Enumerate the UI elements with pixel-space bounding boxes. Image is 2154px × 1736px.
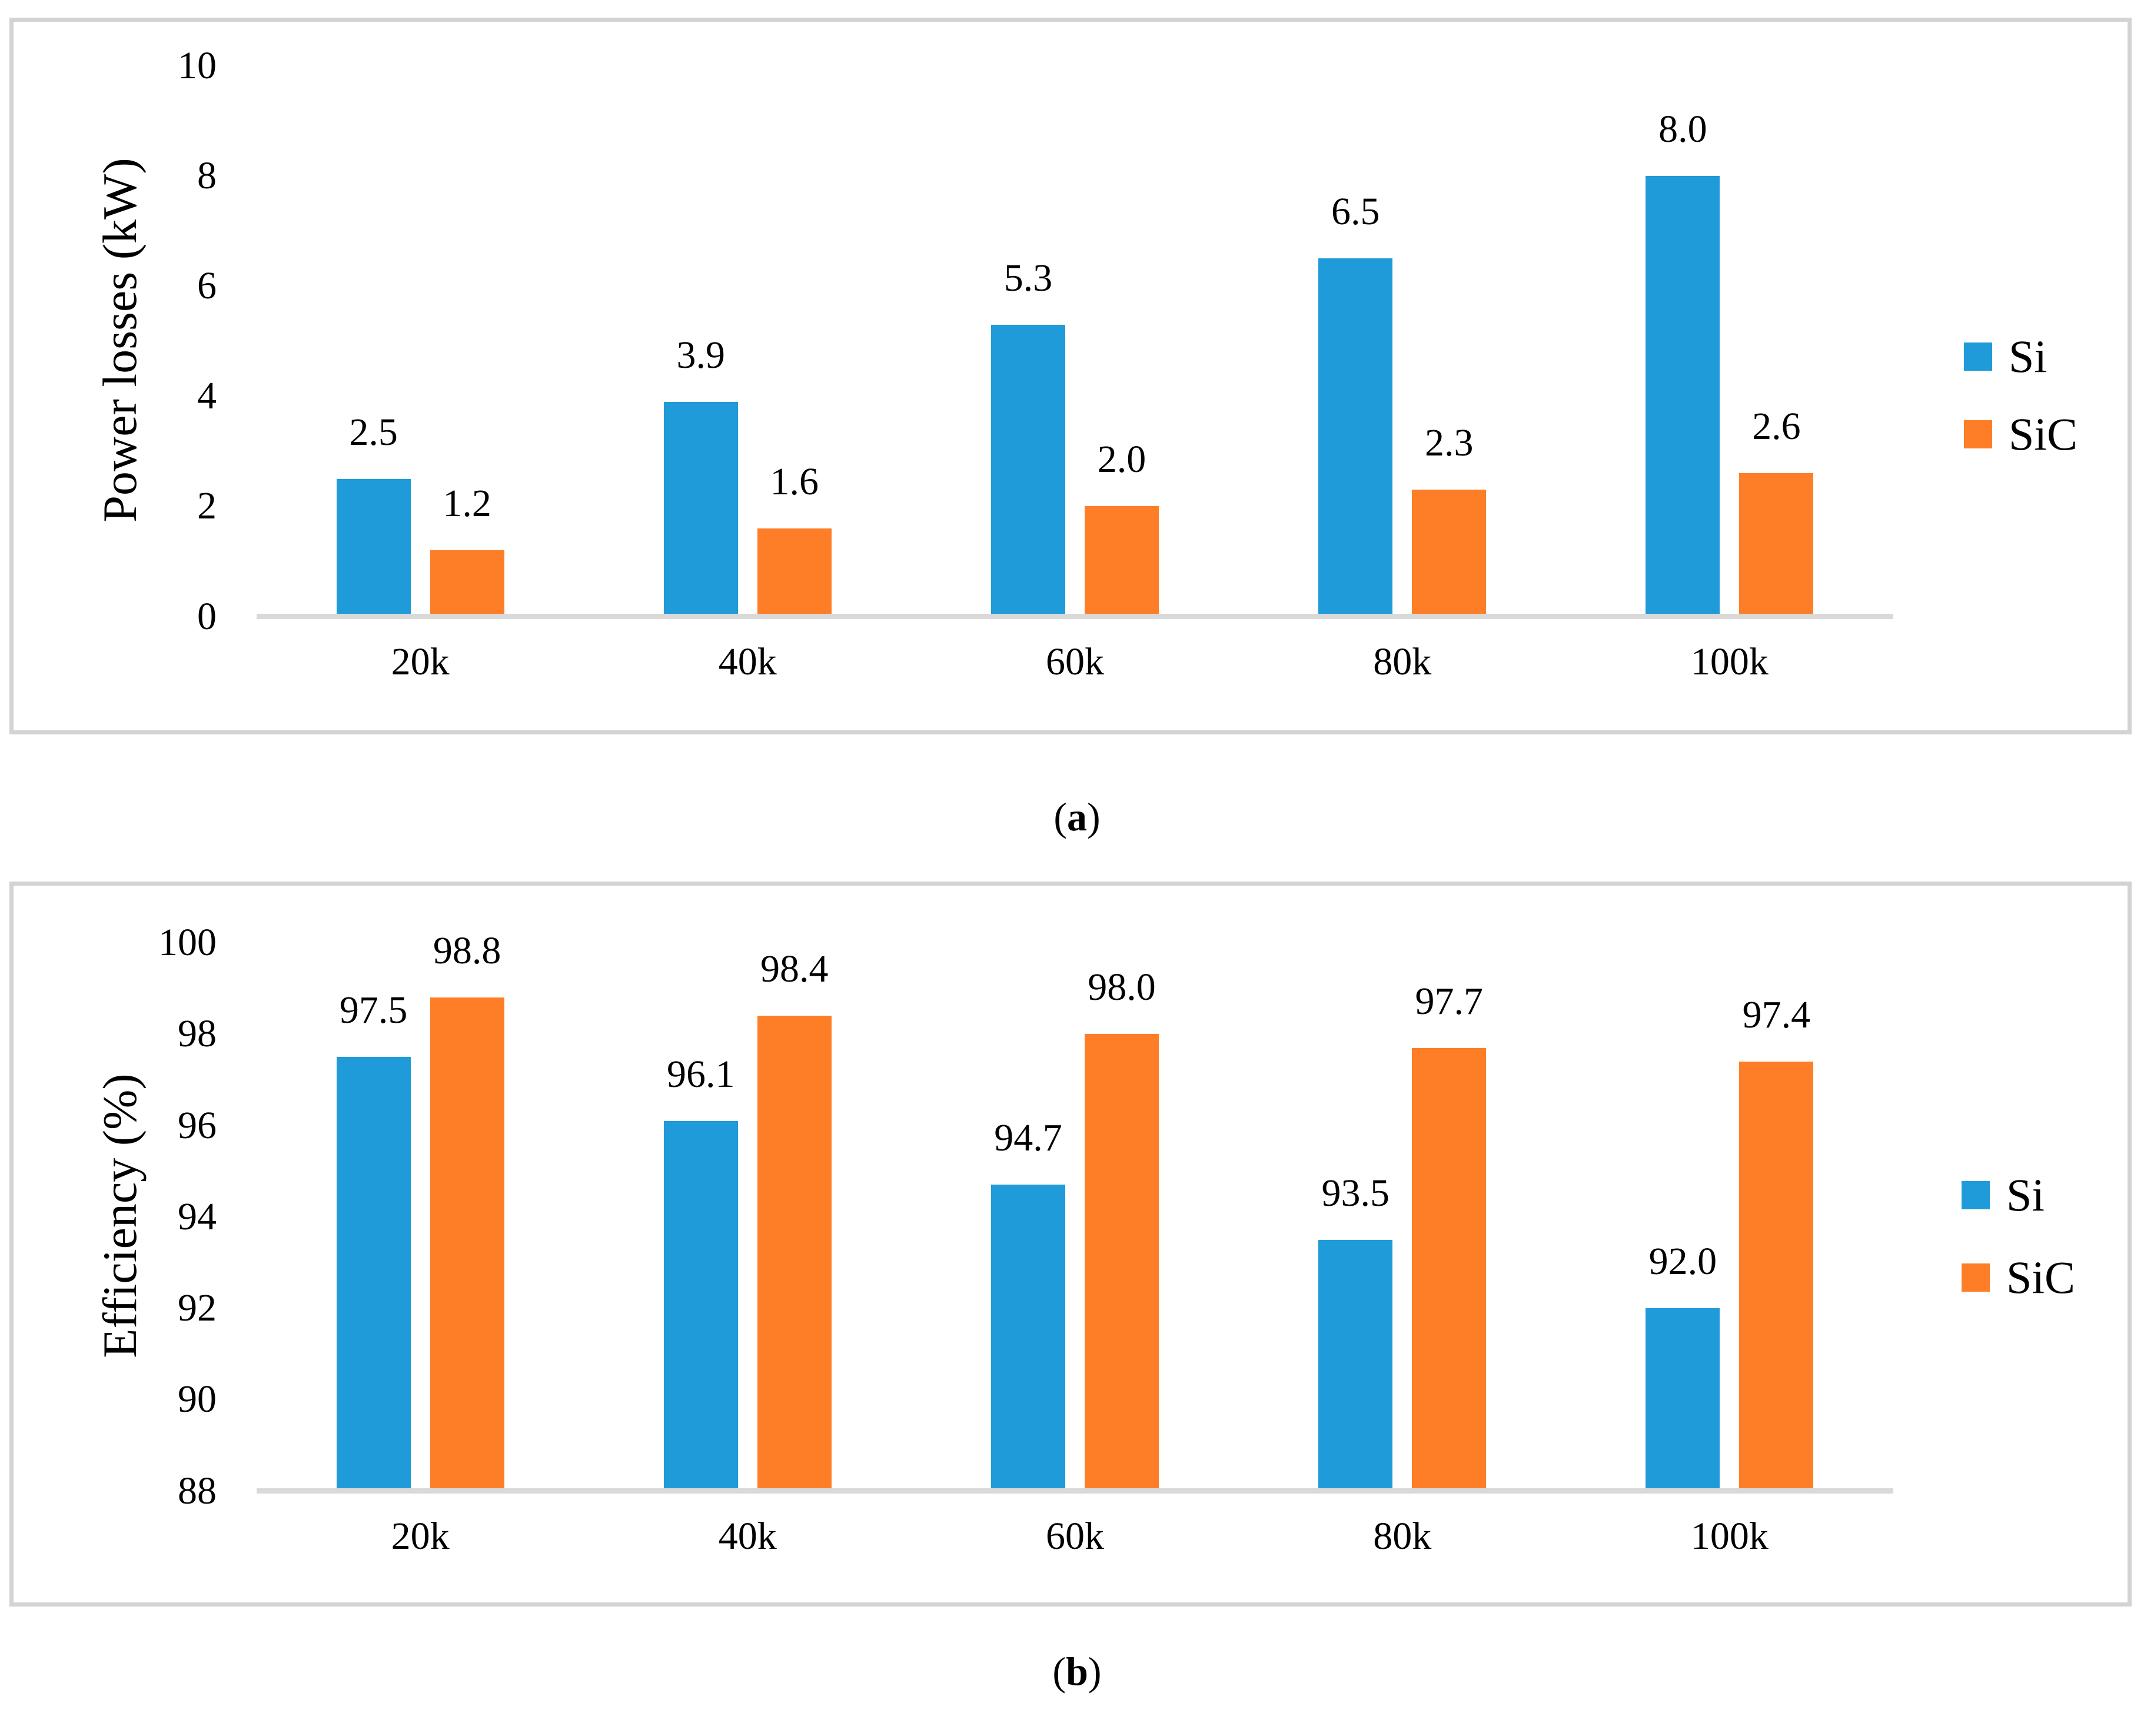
- bar-sic-60k: [1085, 1034, 1159, 1488]
- y-tick-label: 96: [178, 1103, 217, 1147]
- bar-si-60k: [991, 1185, 1065, 1488]
- bar-value-label: 94.7: [994, 1116, 1062, 1160]
- bar-sic-20k: [430, 550, 504, 614]
- bar-value-label: 97.4: [1742, 993, 1811, 1036]
- caption-b: (b): [0, 1648, 2154, 1696]
- bar-si-80k: [1318, 1239, 1393, 1488]
- legend-label-sic: SiC: [2009, 408, 2078, 460]
- bar-sic-40k: [757, 528, 832, 614]
- bar-value-label: 6.5: [1331, 190, 1380, 234]
- legend-swatch-sic: [1962, 1263, 1990, 1292]
- power-losses-chart-panel: Power losses (kW) 0 2 4 6 8 10 20k 2.5 1.2 40k 3.9 1…: [9, 18, 2132, 734]
- bar-value-label: 5.3: [1003, 256, 1053, 300]
- x-category-label: 20k: [391, 1515, 450, 1558]
- legend-swatch-si: [1964, 342, 1992, 371]
- efficiency-chart-panel: Efficiency (%) 88 90 92 94 96 98 100 20k 97.5 98.8…: [9, 882, 2132, 1607]
- bar-value-label: 2.6: [1752, 405, 1801, 448]
- bar-sic-80k: [1412, 490, 1487, 614]
- bar-sic-40k: [757, 1016, 832, 1488]
- caption-b-open: (: [1052, 1649, 1066, 1694]
- y-tick-label: 0: [197, 594, 217, 638]
- bar-si-20k: [336, 1057, 411, 1488]
- bar-value-label: 1.6: [770, 460, 819, 503]
- bar-sic-80k: [1412, 1047, 1487, 1488]
- y-tick-label: 88: [178, 1469, 217, 1512]
- y-tick-label: 92: [178, 1286, 217, 1329]
- x-axis-line: [257, 614, 1893, 619]
- bar-value-label: 96.1: [667, 1052, 735, 1096]
- bar-value-label: 2.3: [1424, 421, 1474, 465]
- y-tick-label: 8: [197, 154, 217, 198]
- caption-a-open: (: [1053, 794, 1067, 839]
- legend-swatch-sic: [1964, 420, 1992, 448]
- y-tick-label: 4: [197, 374, 217, 418]
- bar-value-label: 97.7: [1415, 979, 1483, 1023]
- bar-value-label: 2.0: [1097, 438, 1146, 481]
- efficiency-chart: Efficiency (%) 88 90 92 94 96 98 100 20k 97.5 98.8…: [14, 886, 2128, 1602]
- x-category-label: 80k: [1373, 640, 1432, 683]
- y-tick-label: 2: [197, 484, 217, 528]
- y-tick-label: 94: [178, 1195, 217, 1238]
- legend-label-si: Si: [2006, 1169, 2045, 1220]
- bar-sic-60k: [1085, 506, 1159, 614]
- bar-sic-100k: [1739, 473, 1814, 614]
- bar-value-label: 97.5: [339, 989, 408, 1032]
- bar-si-100k: [1646, 1308, 1720, 1488]
- x-category-label: 20k: [391, 640, 450, 683]
- bar-si-100k: [1646, 176, 1720, 614]
- bar-si-80k: [1318, 258, 1393, 614]
- y-tick-label: 98: [178, 1012, 217, 1056]
- bar-value-label: 98.8: [433, 929, 501, 973]
- bar-value-label: 98.0: [1088, 966, 1156, 1009]
- power-losses-chart: Power losses (kW) 0 2 4 6 8 10 20k 2.5 1.2 40k 3.9 1…: [14, 22, 2128, 730]
- bar-value-label: 3.9: [676, 333, 726, 377]
- x-category-label: 40k: [718, 640, 777, 683]
- y-tick-label: 6: [197, 264, 217, 308]
- y-axis-title: Power losses (kW): [93, 157, 147, 523]
- legend-swatch-si: [1962, 1181, 1990, 1209]
- caption-b-letter: b: [1066, 1649, 1088, 1694]
- y-tick-label: 10: [178, 44, 217, 87]
- caption-a-close: ): [1087, 794, 1101, 839]
- x-category-label: 60k: [1046, 1515, 1104, 1558]
- bar-value-label: 1.2: [443, 482, 491, 526]
- bar-sic-20k: [430, 997, 504, 1488]
- bar-si-60k: [991, 324, 1065, 614]
- x-category-label: 100k: [1690, 640, 1769, 683]
- bar-value-label: 2.5: [349, 410, 398, 454]
- x-category-label: 60k: [1046, 640, 1104, 683]
- bar-value-label: 92.0: [1648, 1240, 1717, 1283]
- x-category-label: 100k: [1690, 1515, 1769, 1558]
- x-category-label: 80k: [1373, 1515, 1432, 1558]
- x-axis-line: [257, 1488, 1893, 1494]
- caption-a: (a): [0, 793, 2154, 842]
- bar-si-20k: [336, 478, 411, 614]
- caption-a-letter: a: [1067, 794, 1087, 839]
- bar-value-label: 93.5: [1321, 1171, 1390, 1215]
- bar-sic-100k: [1739, 1061, 1814, 1488]
- x-category-label: 40k: [718, 1515, 777, 1558]
- y-tick-label: 90: [178, 1378, 217, 1421]
- bar-si-40k: [663, 401, 738, 614]
- bar-value-label: 98.4: [760, 947, 829, 991]
- bar-si-40k: [663, 1120, 738, 1488]
- bar-value-label: 8.0: [1658, 108, 1707, 151]
- y-tick-label: 100: [158, 921, 217, 964]
- legend-label-si: Si: [2009, 331, 2047, 382]
- caption-b-close: ): [1088, 1649, 1102, 1694]
- legend-label-sic: SiC: [2006, 1252, 2076, 1303]
